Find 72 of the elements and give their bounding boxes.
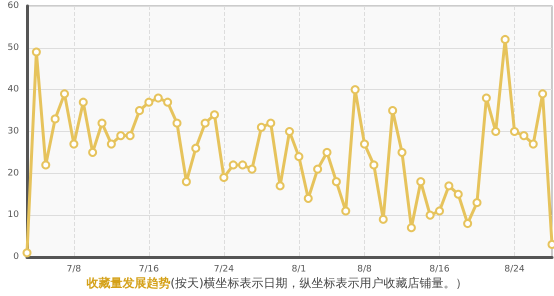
point (256, 122, 266, 132)
x-tick-label: 8/8 (357, 264, 372, 274)
point (369, 160, 378, 170)
point (444, 181, 454, 190)
point (276, 181, 285, 190)
point (22, 248, 32, 258)
point (398, 148, 406, 157)
point (210, 110, 219, 120)
x-tick-label: 8/16 (429, 264, 450, 274)
point (378, 214, 388, 224)
point (191, 144, 200, 153)
y-tick-label: 0 (13, 252, 20, 262)
point (266, 118, 276, 128)
point (406, 223, 416, 232)
point (78, 98, 88, 107)
point (454, 190, 463, 199)
x-tick-label: 7/24 (214, 264, 234, 274)
y-tick-label: 40 (8, 84, 20, 95)
point (491, 127, 500, 136)
point (285, 127, 294, 136)
y-tick-label: 20 (8, 168, 20, 178)
y-tick-label: 50 (8, 42, 20, 53)
point (154, 94, 163, 103)
y-tick-label: 30 (8, 126, 20, 136)
point (228, 160, 238, 170)
point (32, 48, 41, 57)
point (510, 127, 519, 136)
point (435, 206, 444, 216)
point (98, 118, 106, 128)
y-tick-label: 60 (8, 1, 20, 11)
point (313, 164, 322, 174)
text: 收藏量发展趋势 (86, 276, 170, 290)
point (116, 131, 126, 140)
point (538, 89, 548, 98)
point (332, 177, 341, 186)
point (41, 160, 50, 170)
x-tick-label: 7/16 (138, 264, 160, 274)
point (135, 106, 144, 116)
point (472, 198, 482, 208)
point (350, 85, 360, 94)
point (88, 148, 98, 157)
point (238, 160, 248, 170)
point (360, 140, 369, 149)
point (219, 173, 228, 182)
x-tick-label: 7/8 (66, 264, 82, 274)
point (388, 106, 398, 116)
point (519, 131, 528, 140)
x-tick-label: 8/1 (292, 264, 306, 274)
point (126, 131, 135, 140)
point (69, 140, 78, 149)
text: (按天)横坐标表示日期，纵坐标表示用户收藏店铺量。） (170, 276, 468, 290)
point (294, 152, 304, 162)
point (163, 98, 172, 107)
point (144, 98, 154, 107)
point (528, 140, 538, 149)
point (426, 210, 435, 220)
point (341, 206, 350, 216)
point (482, 94, 491, 103)
point (106, 140, 116, 149)
point (172, 118, 182, 128)
point (248, 164, 256, 174)
point (60, 89, 69, 98)
point (416, 177, 426, 186)
point (50, 114, 60, 124)
point (200, 118, 210, 128)
point (463, 219, 472, 228)
point (304, 194, 313, 203)
point (500, 34, 510, 44)
x-tick-label: 8/24 (504, 264, 525, 274)
point (322, 148, 332, 157)
y-tick-label: 10 (8, 210, 20, 220)
point (182, 177, 191, 186)
